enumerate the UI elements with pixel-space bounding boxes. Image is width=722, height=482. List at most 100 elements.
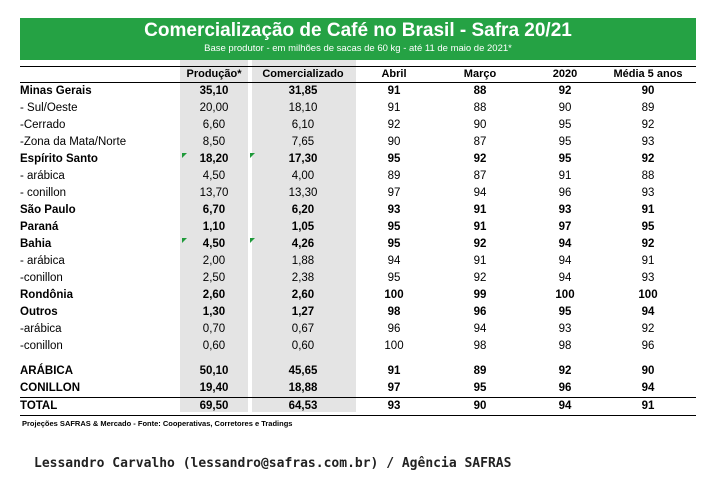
percent-cell: 97 <box>358 380 430 398</box>
comercializado-cell: 6,10 <box>248 117 358 134</box>
column-header: Abril <box>358 66 430 83</box>
table-subtitle: Base produtor - em milhões de sacas de 6… <box>204 43 512 54</box>
title-banner: Comercialização de Café no Brasil - Safr… <box>20 18 696 60</box>
cell-value: 2,60 <box>291 289 315 301</box>
cell-value: 6,70 <box>202 204 226 216</box>
cell-value: 31,85 <box>288 85 318 97</box>
percent-cell: 95 <box>530 117 600 134</box>
cell-value: 90 <box>387 136 401 148</box>
cell-value: 98 <box>558 340 572 352</box>
cell-value: 98 <box>387 306 401 318</box>
cell-value: 6,20 <box>291 204 315 216</box>
table-row: - arábica 4,50 4,00 89 87 91 88 <box>20 168 696 185</box>
percent-cell: 91 <box>600 202 696 219</box>
percent-cell: 91 <box>430 219 530 236</box>
percent-cell: 94 <box>358 253 430 270</box>
cell-value: 1,30 <box>202 306 226 318</box>
cell-value: 98 <box>473 340 487 352</box>
cell-value: 97 <box>387 187 401 199</box>
cell-value: 95 <box>641 221 655 233</box>
cell-value: 96 <box>387 323 401 335</box>
cell-value: 93 <box>641 187 655 199</box>
cell-value: 95 <box>558 136 572 148</box>
percent-cell: 88 <box>430 100 530 117</box>
row-label: ARÁBICA <box>20 365 74 377</box>
cell-value: 91 <box>558 170 572 182</box>
percent-cell: 87 <box>430 168 530 185</box>
table-row: - conillon 13,70 13,30 97 94 96 93 <box>20 185 696 202</box>
percent-cell: 93 <box>600 270 696 287</box>
cell-value: 0,70 <box>202 323 226 335</box>
cell-value: 18,20 <box>199 153 229 165</box>
percent-cell: 90 <box>430 117 530 134</box>
column-header: Março <box>430 66 530 83</box>
percent-cell: 91 <box>358 363 430 380</box>
cell-value: 90 <box>473 119 487 131</box>
percent-cell: 94 <box>600 304 696 321</box>
cell-value: 94 <box>558 272 572 284</box>
comercializado-cell: 4,26 <box>248 236 358 253</box>
percent-cell: 91 <box>430 253 530 270</box>
cell-value: 89 <box>641 102 655 114</box>
percent-cell: 97 <box>358 185 430 202</box>
comercializado-cell: 1,88 <box>248 253 358 270</box>
coffee-table: Produção* Comercializado Abril Março 202… <box>20 60 696 416</box>
table-row: Paraná 1,10 1,05 95 91 97 95 <box>20 219 696 236</box>
percent-cell: 96 <box>530 380 600 398</box>
cell-value: 87 <box>473 170 487 182</box>
producao-cell: 1,10 <box>180 219 248 236</box>
cell-value: 2,60 <box>202 289 226 301</box>
percent-cell: 95 <box>358 270 430 287</box>
percent-cell: 87 <box>430 134 530 151</box>
cell-value: 13,30 <box>288 187 318 199</box>
cell-value: 89 <box>387 170 401 182</box>
table-row: Outros 1,30 1,27 98 96 95 94 <box>20 304 696 321</box>
table-title: Comercialização de Café no Brasil - Safr… <box>144 20 572 41</box>
percent-cell: 88 <box>430 83 530 101</box>
cell-value: 91 <box>387 365 401 377</box>
cell-value: 94 <box>473 323 487 335</box>
percent-cell: 91 <box>358 83 430 101</box>
percent-cell: 93 <box>358 202 430 219</box>
cell-value: 94 <box>387 255 401 267</box>
cell-value: 99 <box>473 289 487 301</box>
percent-cell: 95 <box>530 151 600 168</box>
producao-cell: 0,60 <box>180 338 248 355</box>
percent-cell: 95 <box>530 134 600 151</box>
percent-cell: 100 <box>358 287 430 304</box>
cell-value: 93 <box>641 272 655 284</box>
cell-value: 96 <box>558 382 572 394</box>
cell-value: 96 <box>473 306 487 318</box>
cell-value: 6,10 <box>291 119 315 131</box>
comercializado-cell: 45,65 <box>248 363 358 380</box>
row-label: São Paulo <box>20 204 76 216</box>
row-label: - Sul/Oeste <box>20 102 78 114</box>
row-label: -arábica <box>20 323 62 335</box>
percent-cell: 93 <box>530 321 600 338</box>
table-row: -conillon 0,60 0,60 100 98 98 96 <box>20 338 696 355</box>
cell-value: 45,65 <box>288 365 318 377</box>
producao-cell: 2,50 <box>180 270 248 287</box>
cell-value: 94 <box>558 238 572 250</box>
percent-cell: 99 <box>430 287 530 304</box>
percent-cell: 98 <box>430 338 530 355</box>
percent-cell: 96 <box>358 321 430 338</box>
percent-cell: 92 <box>530 83 600 101</box>
cell-value: 92 <box>473 238 487 250</box>
percent-cell: 92 <box>600 117 696 134</box>
cell-value: 64,53 <box>288 400 318 412</box>
cell-value: 92 <box>387 119 401 131</box>
table-row: Rondônia 2,60 2,60 100 99 100 100 <box>20 287 696 304</box>
row-label: - arábica <box>20 170 65 182</box>
spacer-row <box>20 355 696 363</box>
percent-cell: 90 <box>358 134 430 151</box>
cell-value: 93 <box>387 400 401 412</box>
percent-cell: 91 <box>530 168 600 185</box>
table-row: -conillon 2,50 2,38 95 92 94 93 <box>20 270 696 287</box>
row-label: CONILLON <box>20 382 81 394</box>
comercializado-cell: 2,60 <box>248 287 358 304</box>
row-label: - conillon <box>20 187 67 199</box>
percent-cell: 91 <box>358 100 430 117</box>
comercializado-cell: 0,67 <box>248 321 358 338</box>
comercializado-cell: 0,60 <box>248 338 358 355</box>
